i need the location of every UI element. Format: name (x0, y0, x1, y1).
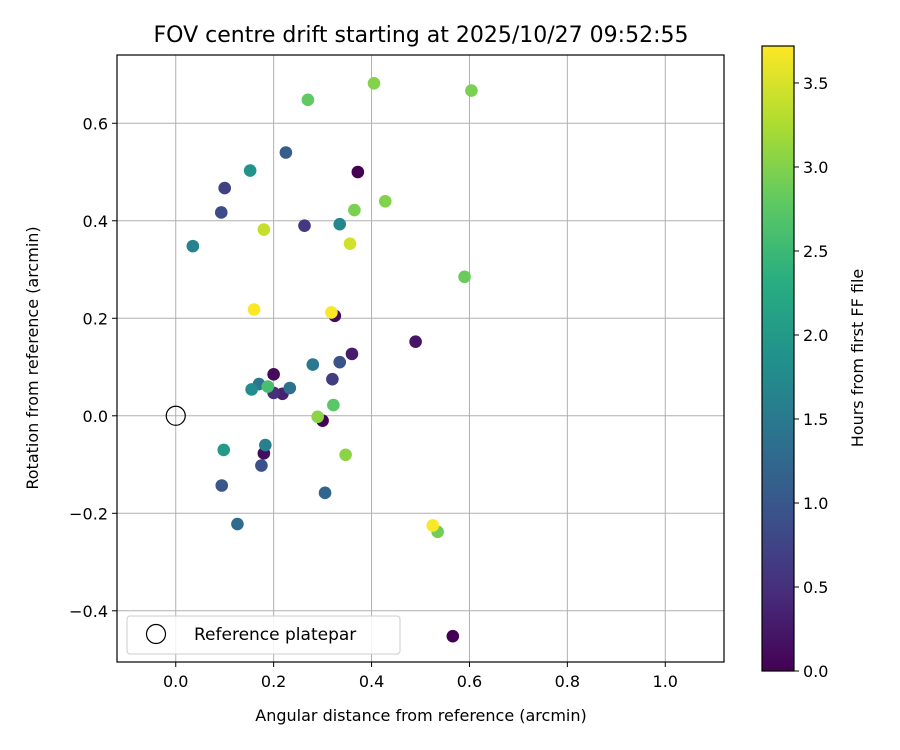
scatter-point (267, 368, 280, 381)
scatter-point (409, 335, 422, 348)
x-axis-label: Angular distance from reference (arcmin) (255, 706, 586, 725)
scatter-point (426, 519, 440, 532)
y-tick-label: −0.2 (69, 504, 108, 523)
scatter-point (345, 347, 359, 361)
scatter-point (351, 165, 365, 179)
scatter-point (458, 270, 471, 284)
scatter-point (186, 239, 200, 253)
scatter-point (257, 223, 271, 236)
scatter-point (318, 486, 332, 500)
scatter-point (348, 203, 361, 217)
scatter-point (243, 164, 257, 177)
scatter-point (446, 629, 460, 643)
legend-marker (145, 623, 167, 645)
scatter-point (231, 517, 244, 531)
legend-label: Reference platepar (194, 625, 356, 645)
grid-lines (117, 55, 724, 662)
scatter-point (298, 219, 311, 232)
plot-area-frame (116, 54, 725, 663)
x-tick-label: 0.0 (163, 672, 188, 691)
colorbar-label: Hours from first FF file (848, 269, 867, 448)
legend: Reference platepar (126, 615, 401, 655)
scatter-point (215, 479, 229, 492)
scatter-point (261, 380, 275, 393)
y-axis-label: Rotation from reference (arcmin) (23, 226, 42, 489)
scatter-point (326, 372, 339, 386)
scatter-point (306, 358, 320, 371)
scatter-point (218, 181, 231, 195)
x-axis: 0.0 0.2 0.4 0.6 0.8 1.0 (163, 662, 678, 691)
y-axis: −0.4 −0.2 0.0 0.2 0.4 0.6 (69, 114, 117, 621)
scatter-point (247, 303, 261, 316)
reference-marker (165, 405, 186, 426)
y-tick-label: 0.0 (83, 407, 108, 426)
colorbar-ticks: 0.0 0.5 1.0 1.5 2.0 2.5 3.0 3.5 (794, 74, 828, 681)
colorbar-tick-label: 0.5 (803, 578, 828, 597)
colorbar-tick-label: 2.0 (803, 326, 828, 345)
scatter-point (214, 206, 228, 219)
x-tick-label: 0.2 (261, 672, 286, 691)
scatter-points (165, 76, 478, 643)
legend-box (126, 615, 401, 655)
x-tick-label: 0.8 (555, 672, 580, 691)
scatter-point (245, 383, 258, 396)
x-tick-label: 0.4 (359, 672, 384, 691)
scatter-point (343, 237, 357, 250)
colorbar-tick-label: 1.0 (803, 494, 828, 513)
colorbar-tick-label: 3.0 (803, 158, 828, 177)
chart-title: FOV centre drift starting at 2025/10/27 … (154, 23, 689, 48)
scatter-point (333, 355, 347, 369)
colorbar-tick-label: 0.0 (803, 662, 828, 681)
x-tick-label: 1.0 (653, 672, 678, 691)
scatter-point (217, 443, 231, 457)
scatter-point (367, 76, 381, 90)
scatter-point (279, 146, 293, 159)
scatter-point (259, 438, 272, 452)
colorbar: 0.0 0.5 1.0 1.5 2.0 2.5 3.0 3.5 Hours from firs… (761, 45, 867, 681)
scatter-point (325, 306, 338, 319)
y-tick-label: −0.4 (69, 602, 108, 621)
x-tick-label: 0.6 (457, 672, 482, 691)
scatter-point (327, 398, 340, 412)
scatter-point (255, 459, 268, 472)
scatter-point (339, 448, 352, 462)
colorbar-tick-label: 2.5 (803, 242, 828, 261)
y-tick-label: 0.2 (83, 309, 108, 328)
scatter-point (283, 381, 297, 395)
scatter-point (301, 93, 315, 107)
scatter-point (333, 217, 347, 231)
y-tick-label: 0.4 (83, 212, 108, 231)
colorbar-tick-label: 1.5 (803, 410, 828, 429)
colorbar-gradient (761, 45, 795, 672)
scatter-point (465, 84, 478, 97)
colorbar-tick-label: 3.5 (803, 74, 828, 93)
y-tick-label: 0.6 (83, 114, 108, 133)
scatter-point (378, 194, 392, 208)
scatter-point (311, 410, 325, 424)
